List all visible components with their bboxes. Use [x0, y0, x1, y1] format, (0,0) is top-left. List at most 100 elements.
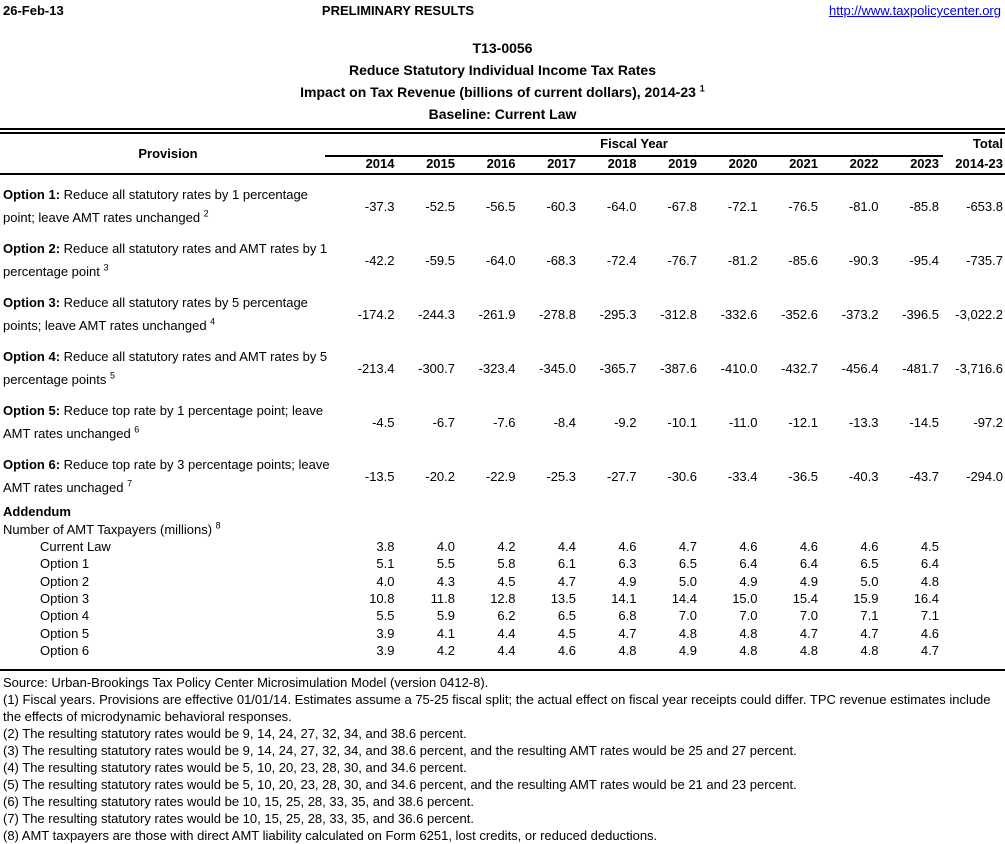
value-cell: 4.4 — [557, 539, 576, 555]
value-cell: 4.6 — [799, 539, 818, 555]
value-cell: 6.2 — [497, 608, 516, 624]
value-cell: -244.3 — [418, 306, 455, 322]
value-cell: -295.3 — [599, 306, 637, 322]
value-cell: 4.9 — [678, 642, 697, 658]
value-cell: -481.7 — [902, 360, 939, 376]
provision-label: Option 2: Reduce all statutory rates and… — [0, 237, 336, 283]
value-cell: 4.2 — [497, 539, 516, 555]
value-cell: 15.4 — [792, 591, 818, 607]
value-cell: -42.2 — [364, 252, 395, 268]
value-cell: -85.6 — [788, 252, 818, 268]
value-cell: 15.0 — [732, 591, 758, 607]
value-cell: 4.6 — [557, 642, 576, 658]
year-header-cell: 2018 — [607, 156, 637, 171]
value-cell: -13.3 — [848, 414, 879, 430]
footnote-1: (1) Fiscal years. Provisions are effecti… — [3, 692, 991, 724]
title-line-2-text: Impact on Tax Revenue (billions of curre… — [300, 84, 696, 100]
option-description: Reduce all statutory rates by 1 percenta… — [3, 187, 308, 225]
value-cell: 4.0 — [376, 573, 395, 589]
value-cell: -76.7 — [667, 252, 697, 268]
value-cell: 4.9 — [739, 573, 758, 589]
value-cell: 10.8 — [369, 591, 395, 607]
value-cell: 5.5 — [436, 556, 455, 572]
value-cell: -387.6 — [660, 360, 697, 376]
value-cell: 11.8 — [430, 591, 455, 607]
value-cell: -432.7 — [781, 360, 818, 376]
addendum-row-label: Option 1 — [40, 556, 90, 572]
option-row-1: Option 1: Reduce all statutory rates by … — [0, 179, 1005, 233]
option-number: Option 6: — [3, 457, 61, 472]
total-cell: -97.2 — [973, 414, 1003, 430]
addendum-subtitle: Number of AMT Taxpayers (millions) 8 — [0, 521, 1005, 538]
value-cell: 5.8 — [497, 556, 516, 572]
year-header-cell: 2023 — [910, 156, 939, 171]
value-cell: -36.5 — [788, 468, 818, 484]
value-cell: -56.5 — [485, 198, 516, 214]
value-cell: 4.6 — [618, 539, 637, 555]
value-cell: 6.5 — [557, 608, 576, 624]
preliminary-results-label: PRELIMINARY RESULTS — [321, 3, 475, 18]
value-cell: 14.4 — [671, 591, 697, 607]
footnote-7: (7) The resulting statutory rates would … — [3, 811, 474, 826]
value-cell: -25.3 — [546, 468, 576, 484]
provision-label: Option 6: Reduce top rate by 3 percentag… — [0, 453, 336, 499]
value-cells: 3.9 4.2 4.4 4.6 4.8 4.9 4.8 4.8 4.8 4.7 — [336, 643, 941, 658]
value-cell: 4.7 — [799, 625, 818, 641]
value-cells: -37.3 -52.5 -56.5 -60.3 -64.0 -67.8 -72.1 -76.5… — [336, 199, 941, 214]
addendum-row-option-2: Option 2 4.0 4.3 4.5 4.7 4.9 5.0 4.9 4.9 5.0 4.8 — [0, 573, 1005, 590]
footnote-3: (3) The resulting statutory rates would … — [3, 743, 797, 758]
value-cell: -20.2 — [425, 468, 455, 484]
provision-label: Option 4: Reduce all statutory rates and… — [0, 345, 336, 391]
footnote-2: (2) The resulting statutory rates would … — [3, 726, 467, 741]
year-header-cell: 2015 — [426, 156, 455, 171]
total-cell: -3,022.2 — [955, 306, 1003, 322]
value-cell: 7.0 — [678, 608, 697, 624]
value-cell: -64.0 — [606, 198, 637, 214]
value-cell: 15.9 — [853, 591, 879, 607]
value-cell: 4.0 — [436, 539, 455, 555]
total-cell: -3,716.6 — [955, 360, 1003, 376]
footnotes-section: Source: Urban-Brookings Tax Policy Cente… — [0, 669, 1005, 844]
taxpolicycenter-link[interactable]: http://www.taxpolicycenter.org — [829, 3, 1001, 18]
value-cells: 3.9 4.1 4.4 4.5 4.7 4.8 4.8 4.7 4.7 4.6 — [336, 626, 941, 641]
top-bar: 26-Feb-13 PRELIMINARY RESULTS http://www… — [3, 3, 1001, 19]
value-cell: -13.5 — [364, 468, 395, 484]
value-cell: -64.0 — [485, 252, 516, 268]
value-cells: 5.5 5.9 6.2 6.5 6.8 7.0 7.0 7.0 7.1 7.1 — [336, 608, 941, 623]
value-cell: 7.0 — [739, 608, 758, 624]
value-cell: -43.7 — [909, 468, 939, 484]
value-cell: 16.4 — [913, 591, 939, 607]
addendum-row-option-1: Option 1 5.1 5.5 5.8 6.1 6.3 6.5 6.4 6.4 6.5 6.4 — [0, 555, 1005, 572]
value-cell: -60.3 — [546, 198, 576, 214]
value-cell: 6.5 — [678, 556, 697, 572]
value-cell: 7.1 — [920, 608, 939, 624]
value-cell: -27.7 — [606, 468, 637, 484]
footnote-ref: 3 — [103, 262, 109, 273]
value-cells: 10.8 11.8 12.8 13.5 14.1 14.4 15.0 15.4 15.9 16.4 — [336, 591, 941, 606]
value-cell: -4.5 — [372, 414, 395, 430]
value-cell: 4.6 — [920, 625, 939, 641]
value-cell: 6.4 — [920, 556, 939, 572]
provision-label: Option 1: Reduce all statutory rates by … — [0, 183, 336, 229]
title-line-2: Impact on Tax Revenue (billions of curre… — [0, 81, 1005, 103]
value-cell: 5.5 — [376, 608, 395, 624]
value-cell: 6.5 — [860, 556, 879, 572]
option-description: Reduce top rate by 3 percentage points; … — [3, 457, 330, 495]
value-cell: -14.5 — [909, 414, 939, 430]
footnote-4: (4) The resulting statutory rates would … — [3, 760, 467, 775]
value-cell: 4.8 — [678, 625, 697, 641]
value-cell: 4.7 — [920, 642, 939, 658]
value-cell: 7.1 — [860, 608, 879, 624]
value-cell: -300.7 — [418, 360, 455, 376]
title-line-1: Reduce Statutory Individual Income Tax R… — [348, 62, 657, 78]
value-cells: -174.2 -244.3 -261.9 -278.8 -295.3 -312.8 -332… — [336, 307, 941, 322]
value-cell: 4.8 — [860, 642, 879, 658]
value-cell: -67.8 — [667, 198, 697, 214]
addendum-row-option-6: Option 6 3.9 4.2 4.4 4.6 4.8 4.9 4.8 4.8 4.8 4.7 — [0, 642, 1005, 659]
value-cell: 6.1 — [557, 556, 576, 572]
report-date: 26-Feb-13 — [3, 3, 64, 18]
value-cell: 4.6 — [860, 539, 879, 555]
option-description: Reduce top rate by 1 percentage point; l… — [3, 403, 324, 441]
value-cell: -10.1 — [667, 414, 697, 430]
value-cell: 7.0 — [799, 608, 818, 624]
